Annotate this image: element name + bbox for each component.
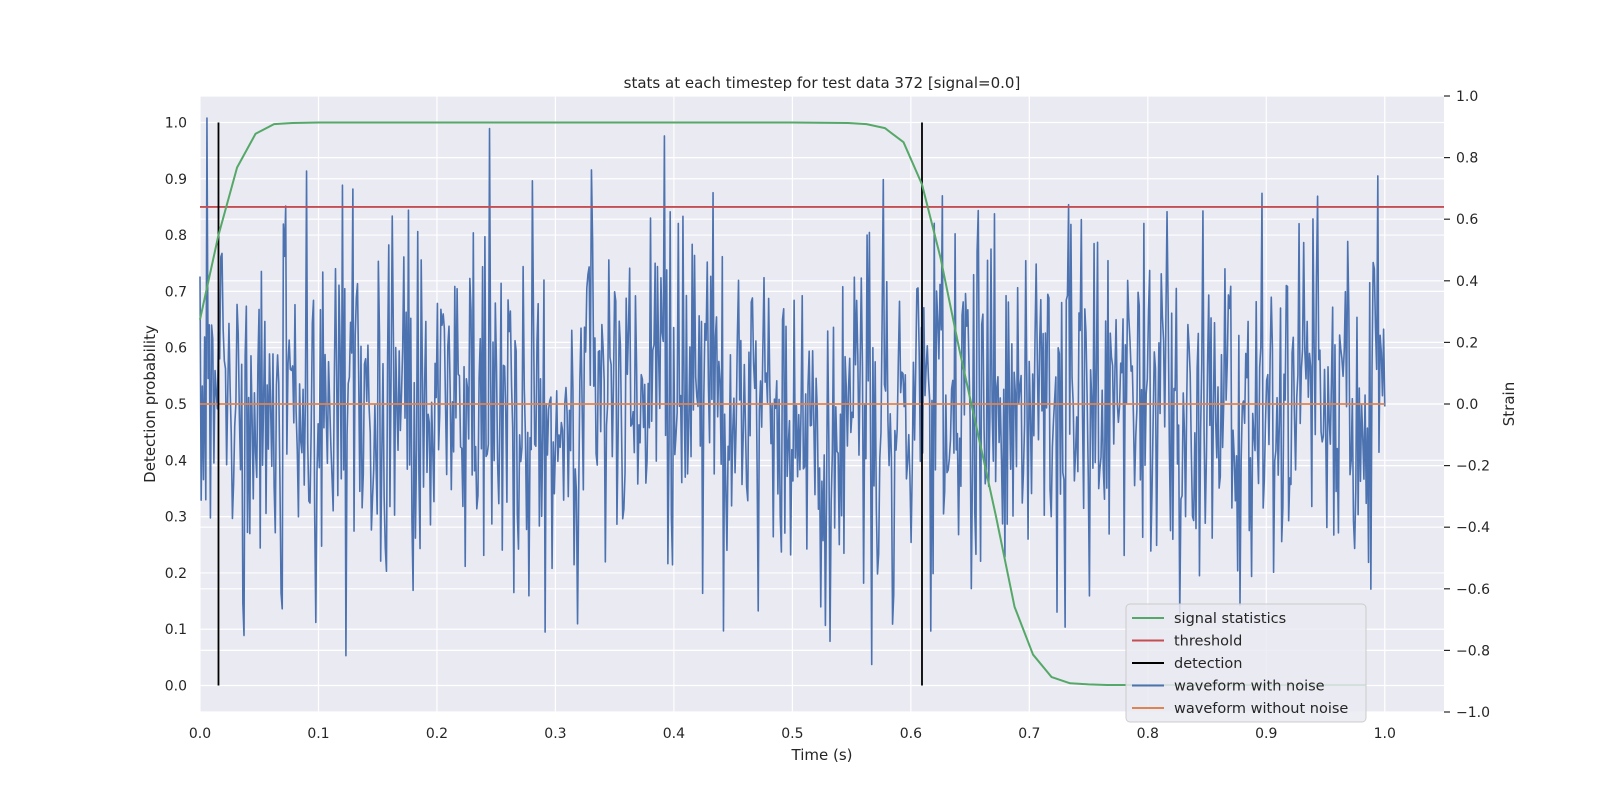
y-tick-label-right: −0.8 [1456,643,1490,659]
x-tick-label: 0.3 [544,726,566,742]
x-tick-label: 0.6 [900,726,922,742]
y-tick-label-right: 1.0 [1456,89,1478,105]
y-tick-label-left: 0.4 [165,453,187,469]
x-tick-label: 0.1 [307,726,329,742]
y-tick-label-right: 0.6 [1456,212,1478,228]
y-tick-label-left: 0.8 [165,228,187,244]
y-tick-label-left: 0.6 [165,341,187,357]
series-signal-statistics [199,121,1367,686]
y-tick-label-right: 0.0 [1456,397,1478,413]
y-tick-label-right: −1.0 [1456,705,1490,721]
legend-entry-label: threshold [1174,634,1242,650]
ticks: 0.0 0.1 0.2 0.3 0.4 0.5 0.6 0.7 0.8 0.9 1.0 0.0 0.1 0… [165,89,1490,742]
y-axis-label-left: Detection probability [141,325,159,483]
y-tick-label-left: 0.9 [165,172,187,188]
x-tick-label: 0.0 [189,726,211,742]
y-tick-label-left: 0.0 [165,679,187,695]
y-tick-label-right: −0.6 [1456,582,1490,598]
legend-entry-label: waveform without noise [1174,701,1348,717]
y-tick-label-right: −0.4 [1456,520,1490,536]
y-tick-label-right: −0.2 [1456,459,1490,475]
x-axis-label: Time (s) [791,746,853,764]
y-tick-label-right: 0.2 [1456,335,1478,351]
y-tick-label-left: 0.2 [165,566,187,582]
y-tick-label-left: 0.7 [165,284,187,300]
legend-entry-label: signal statistics [1174,611,1286,627]
y-tick-label-left: 0.1 [165,622,187,638]
x-tick-label: 0.2 [426,726,448,742]
y-tick-label-left: 0.3 [165,510,187,526]
legend-entry-label: waveform with noise [1174,679,1325,695]
y-tick-label-left: 0.5 [165,397,187,413]
x-tick-label: 1.0 [1374,726,1396,742]
y-tick-label-right: 0.8 [1456,151,1478,167]
y-axis-label-right: Strain [1500,382,1518,426]
x-tick-label: 0.5 [781,726,803,742]
series-layer [199,117,1444,686]
y-tick-label-left: 1.0 [165,115,187,131]
y-tick-label-right: 0.4 [1456,274,1478,290]
series-waveform-with-noise [199,117,1386,666]
chart-title: stats at each timestep for test data 372… [624,74,1021,92]
x-tick-label: 0.7 [1018,726,1040,742]
x-tick-label: 0.4 [663,726,685,742]
legend: signal statistics threshold detection wavef… [1125,603,1367,723]
legend-box [1125,603,1367,723]
x-tick-label: 0.8 [1137,726,1159,742]
legend-entry-label: detection [1174,656,1242,672]
x-tick-label: 0.9 [1255,726,1277,742]
